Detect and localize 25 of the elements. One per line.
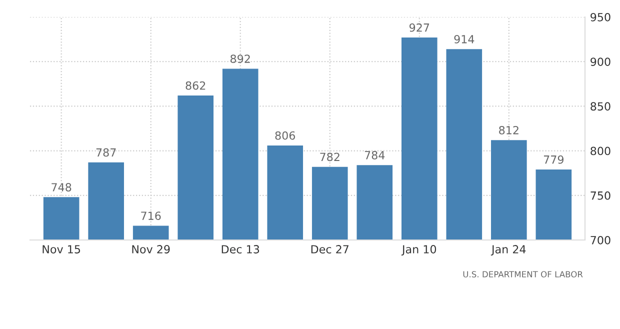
data-label: 748: [52, 183, 72, 192]
data-label: 782: [320, 152, 340, 162]
x-tick-label: Nov 15: [42, 245, 80, 254]
y-tick-label: 750: [590, 191, 610, 200]
data-label: 716: [141, 212, 161, 220]
x-tick-label: Dec 27: [311, 245, 349, 254]
data-label: 892: [230, 54, 250, 64]
data-label: 779: [544, 155, 564, 164]
data-label: 914: [454, 34, 474, 44]
x-tick-label: Dec 13: [222, 245, 260, 254]
data-label: 806: [275, 131, 296, 140]
y-tick-label: 800: [590, 146, 610, 156]
y-tick-label: 900: [590, 58, 610, 66]
data-label: 784: [364, 150, 385, 160]
text: U.S. DEPARTMENT OF LABOR: [463, 271, 583, 278]
data-label: 812: [499, 126, 518, 134]
x-tick-label: Jan 24: [490, 245, 526, 256]
y-tick-label: 950: [590, 12, 610, 22]
y-tick-label: 850: [590, 102, 610, 111]
x-tick-label: Nov 29: [132, 245, 170, 254]
y-tick-label: 700: [590, 236, 610, 244]
x-tick-label: Jan 10: [401, 245, 436, 256]
data-label: 927: [409, 23, 430, 32]
data-label: 862: [186, 81, 206, 90]
data-label: 787: [96, 148, 116, 157]
